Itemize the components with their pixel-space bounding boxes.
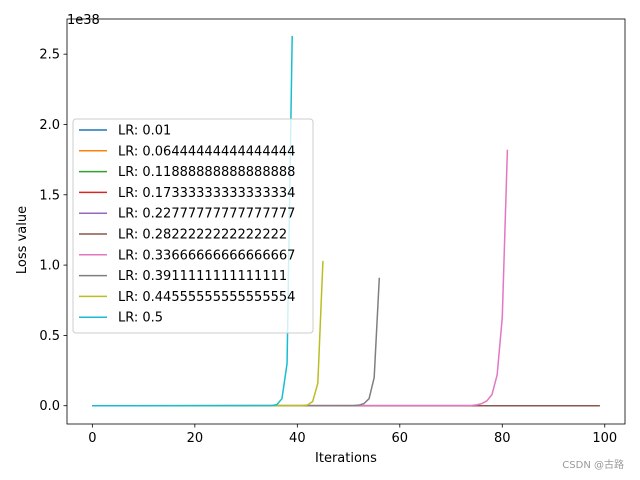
x-tick-label: 0 bbox=[88, 431, 96, 446]
legend-label: LR: 0.2822222222222222 bbox=[118, 228, 287, 243]
legend-label: LR: 0.06444444444444444 bbox=[118, 144, 295, 159]
y-tick-label: 1.0 bbox=[39, 259, 60, 274]
legend-label: LR: 0.44555555555555554 bbox=[118, 290, 295, 305]
x-axis-title: Iterations bbox=[315, 451, 377, 466]
legend-label: LR: 0.17333333333333334 bbox=[118, 186, 295, 201]
legend-label: LR: 0.01 bbox=[118, 124, 171, 139]
y-axis-offset-label: 1e38 bbox=[67, 13, 100, 28]
y-tick-label: 2.5 bbox=[39, 48, 60, 63]
legend-label: LR: 0.22777777777777777 bbox=[118, 207, 295, 222]
legend-label: LR: 0.3911111111111111 bbox=[118, 269, 287, 284]
series-line-7 bbox=[92, 277, 381, 407]
x-tick-label: 80 bbox=[494, 431, 511, 446]
watermark: CSDN @古路 bbox=[562, 460, 624, 471]
y-tick-label: 0.0 bbox=[39, 399, 60, 414]
y-axis-ticks: 0.0 0.5 1.0 1.5 2.0 2.5 bbox=[39, 48, 67, 414]
plot-frame bbox=[66, 18, 626, 425]
x-tick-label: 60 bbox=[392, 431, 409, 446]
legend-box bbox=[72, 118, 314, 334]
series-line-6 bbox=[92, 149, 509, 407]
y-tick-label: 0.5 bbox=[39, 329, 60, 344]
x-axis-ticks: 0 20 40 60 80 100 bbox=[88, 424, 617, 446]
y-tick-label: 1.5 bbox=[39, 188, 60, 203]
x-tick-label: 40 bbox=[289, 431, 306, 446]
legend-label: LR: 0.11888888888888888 bbox=[118, 165, 295, 180]
legend: LR: 0.01 LR: 0.06444444444444444 LR: 0.118… bbox=[72, 118, 314, 334]
legend-label: LR: 0.5 bbox=[118, 311, 163, 326]
x-tick-label: 20 bbox=[187, 431, 204, 446]
y-axis-title: Loss value bbox=[15, 206, 30, 274]
legend-label: LR: 0.33666666666666667 bbox=[118, 248, 295, 263]
y-tick-label: 2.0 bbox=[39, 118, 60, 133]
x-tick-label: 100 bbox=[592, 431, 617, 446]
